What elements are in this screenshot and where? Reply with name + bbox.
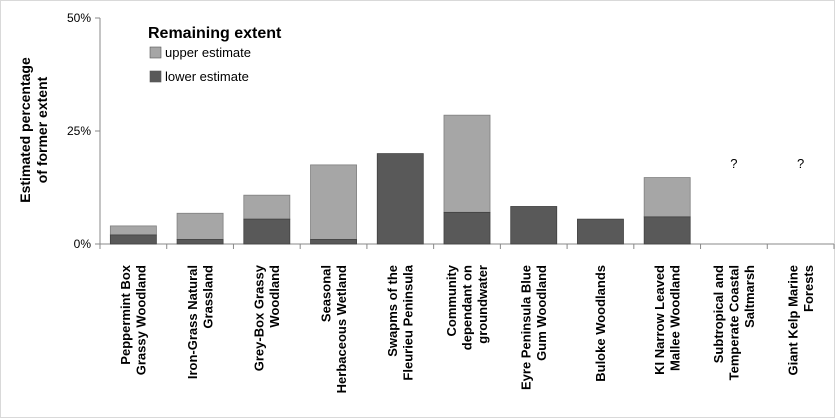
x-tick-label-line: Seasonal	[318, 265, 333, 322]
x-tick-label-line: Peppermint Box	[118, 264, 133, 364]
legend-swatch	[149, 70, 162, 83]
bar-lower-estimate	[310, 239, 357, 245]
x-tick-label-line: Buloke Woodlands	[593, 265, 608, 382]
x-tick-label: Iron-Grass NaturalGrassland	[185, 265, 216, 379]
bar-lower-estimate	[577, 218, 624, 245]
bar-lower-estimate	[443, 211, 491, 245]
bar-upper-estimate	[109, 225, 157, 236]
y-axis-label: Estimated percentageof former extent	[17, 57, 50, 203]
bar-lower-estimate	[243, 218, 291, 245]
bar-upper-estimate	[243, 194, 291, 220]
x-tick-label-line: Eyre Peninsula Blue	[518, 265, 533, 390]
legend: Remaining extent upper estimate lower est…	[148, 25, 282, 84]
y-axis-label-line: of former extent	[34, 76, 50, 183]
unknown-value-marker: ?	[730, 156, 737, 171]
legend-title: Remaining extent	[148, 25, 282, 42]
x-tick-label-line: Giant Kelp Marine	[785, 265, 800, 376]
x-tick-label: Giant Kelp MarineForests	[785, 265, 816, 376]
x-tick-label-line: dependant on	[460, 265, 475, 350]
bar-lower-estimate	[176, 239, 224, 245]
x-tick-label: Subtropical andTemperate CoastalSaltmars…	[711, 265, 757, 380]
x-tick-label-line: Fleurieu Peninsula	[401, 264, 416, 380]
bar-upper-estimate	[643, 177, 691, 218]
legend-swatch	[149, 46, 162, 59]
x-tick-label: Communitydependant ongroundwater	[444, 264, 490, 350]
x-tick-label-line: groundwater	[475, 265, 490, 344]
bar-lower-estimate	[510, 206, 558, 245]
y-axis-label-line: Estimated percentage	[17, 57, 33, 203]
x-tick-label-line: Community	[444, 264, 459, 336]
x-tick-label-line: Woodland	[267, 265, 282, 328]
x-tick-label-line: KI Narrow Leaved	[652, 265, 667, 375]
x-tick-label-line: Gum Woodland	[534, 265, 549, 361]
x-tick-label-line: Forests	[801, 265, 816, 312]
x-tick-label: SeasonalHerbaceous Wetland	[318, 265, 349, 393]
x-tick-label-line: Swapms of the	[385, 265, 400, 357]
x-tick-label-line: Grey-Box Grassy	[252, 264, 267, 371]
x-tick-label: Buloke Woodlands	[593, 265, 608, 382]
bar-upper-estimate	[310, 164, 357, 240]
y-tick-label: 25%	[67, 124, 91, 138]
x-tick-labels: Peppermint BoxGrassy Woodland Iron-Grass …	[118, 264, 816, 393]
x-tick-label-line: Grassy Woodland	[134, 265, 149, 375]
x-tick-label: Swapms of theFleurieu Peninsula	[385, 264, 416, 380]
bar-lower-estimate	[643, 216, 691, 245]
legend-entry: lower estimate	[165, 69, 249, 84]
legend-entry: upper estimate	[165, 45, 251, 60]
x-tick-label: KI Narrow LeavedMallee Woodland	[652, 265, 683, 375]
bar-upper-estimate	[443, 114, 491, 213]
unknown-value-marker: ?	[797, 156, 804, 171]
x-tick-label-line: Saltmarsh	[742, 265, 757, 328]
x-tick-label-line: Temperate Coastal	[726, 265, 741, 380]
bar-lower-estimate	[109, 234, 157, 245]
x-tick-label: Grey-Box GrassyWoodland	[252, 264, 283, 371]
x-tick-label-line: Mallee Woodland	[667, 265, 682, 371]
x-tick-label: Peppermint BoxGrassy Woodland	[118, 264, 149, 375]
x-tick-label-line: Grassland	[200, 265, 215, 329]
x-tick-label-line: Herbaceous Wetland	[334, 265, 349, 393]
y-tick-label: 50%	[67, 11, 91, 25]
x-tick-label: Eyre Peninsula BlueGum Woodland	[518, 265, 549, 390]
y-tick-label: 0%	[74, 237, 92, 251]
bars: ??	[109, 114, 804, 245]
x-tick-label-line: Subtropical and	[711, 265, 726, 363]
x-tick-label-line: Iron-Grass Natural	[185, 265, 200, 379]
bar-upper-estimate	[176, 212, 224, 240]
bar-lower-estimate	[376, 153, 424, 245]
